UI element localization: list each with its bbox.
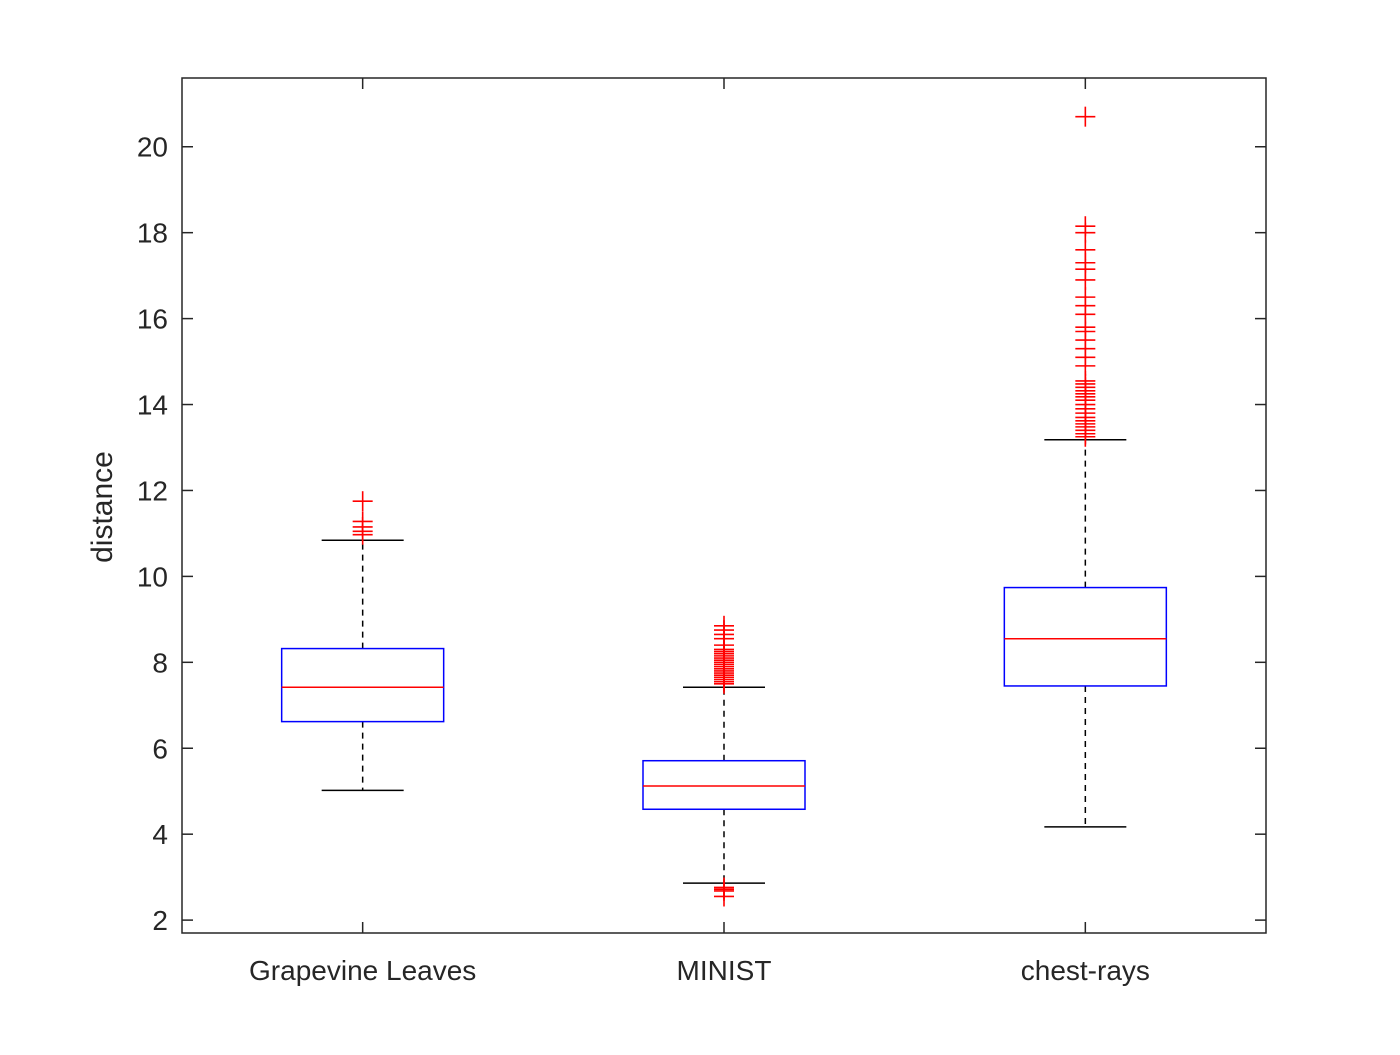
outlier-marker	[352, 511, 373, 532]
y-tick-label: 4	[152, 819, 168, 850]
box-group-grapevine-leaves	[280, 491, 445, 792]
y-tick-label: 10	[137, 561, 168, 592]
outlier-marker	[1075, 216, 1096, 237]
y-tick-label: 16	[137, 304, 168, 335]
outlier-marker	[714, 615, 734, 636]
iqr-box	[280, 647, 445, 723]
y-tick-label: 20	[137, 132, 168, 163]
iqr-box	[642, 759, 806, 811]
outlier-marker	[352, 491, 373, 512]
outlier-marker	[1075, 287, 1096, 308]
outlier-marker	[714, 877, 734, 898]
box-group-chest-rays	[1003, 106, 1168, 828]
y-tick-label: 12	[137, 475, 168, 506]
box-group-minist	[642, 615, 806, 907]
y-tick-label: 14	[137, 390, 168, 421]
iqr-box	[1003, 586, 1168, 687]
x-tick-label: MINIST	[677, 955, 772, 986]
y-tick-label: 18	[137, 218, 168, 249]
y-axis-label: distance	[86, 451, 119, 563]
y-tick-label: 2	[152, 905, 168, 936]
y-tick-label: 6	[152, 733, 168, 764]
x-tick-label: chest-rays	[1021, 955, 1150, 986]
plot-area	[280, 106, 1168, 907]
axes: 2 4 6 8 10 12 14 16 18 20 Grapevine Leaves MINIST ch…	[137, 77, 1267, 986]
x-tick-label: Grapevine Leaves	[249, 955, 476, 986]
y-tick-label: 8	[152, 647, 168, 678]
outlier-marker	[1075, 106, 1096, 127]
outlier-marker	[1075, 239, 1096, 260]
